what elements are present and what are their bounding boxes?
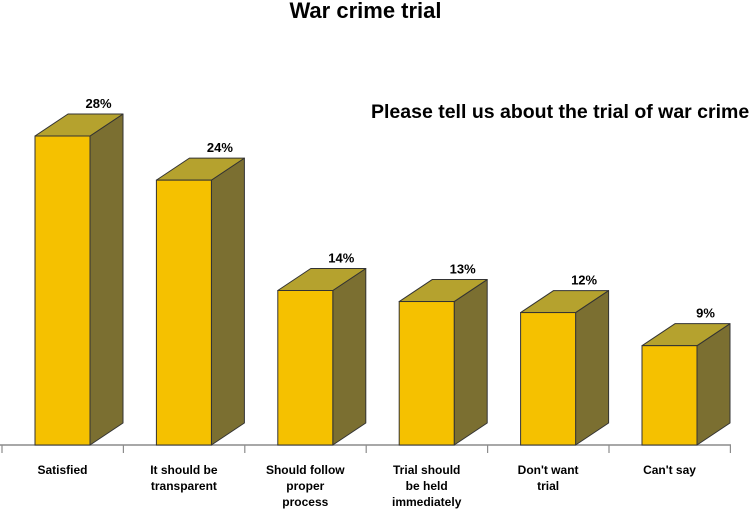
bar-side-face bbox=[453, 279, 488, 446]
bar-front-face bbox=[398, 301, 455, 446]
chart-subtitle: Please tell us about the trial of war cr… bbox=[371, 101, 750, 123]
value-label: 9% bbox=[696, 306, 715, 321]
bar bbox=[155, 157, 245, 446]
category-label: It should be transparent bbox=[150, 463, 218, 493]
category-label: Can't say bbox=[643, 463, 696, 477]
category-label: Satisfied bbox=[37, 463, 88, 477]
bar bbox=[641, 323, 731, 446]
category-label: Should follow proper process bbox=[265, 463, 345, 509]
category-label: Trial should be held immediately bbox=[392, 463, 462, 509]
bar bbox=[520, 290, 610, 446]
value-label: 24% bbox=[207, 140, 233, 155]
bar bbox=[34, 113, 124, 446]
bar-front-face bbox=[34, 135, 91, 446]
value-label: 12% bbox=[571, 273, 597, 288]
value-label: 28% bbox=[85, 96, 111, 111]
bar-front-face bbox=[520, 312, 577, 446]
chart-title: War crime trial bbox=[289, 0, 442, 23]
bar-side-face bbox=[89, 113, 124, 446]
bar-side-face bbox=[332, 268, 367, 446]
bar-front-face bbox=[641, 345, 698, 446]
bar-front-face bbox=[155, 179, 212, 446]
bar bbox=[277, 268, 367, 446]
value-label: 14% bbox=[328, 251, 354, 266]
bar-front-face bbox=[277, 290, 334, 446]
bar-side-face bbox=[575, 290, 610, 446]
value-label: 13% bbox=[450, 262, 476, 277]
bar bbox=[398, 279, 488, 446]
bar-side-face bbox=[210, 157, 245, 446]
category-label: Don't want trial bbox=[517, 463, 579, 493]
